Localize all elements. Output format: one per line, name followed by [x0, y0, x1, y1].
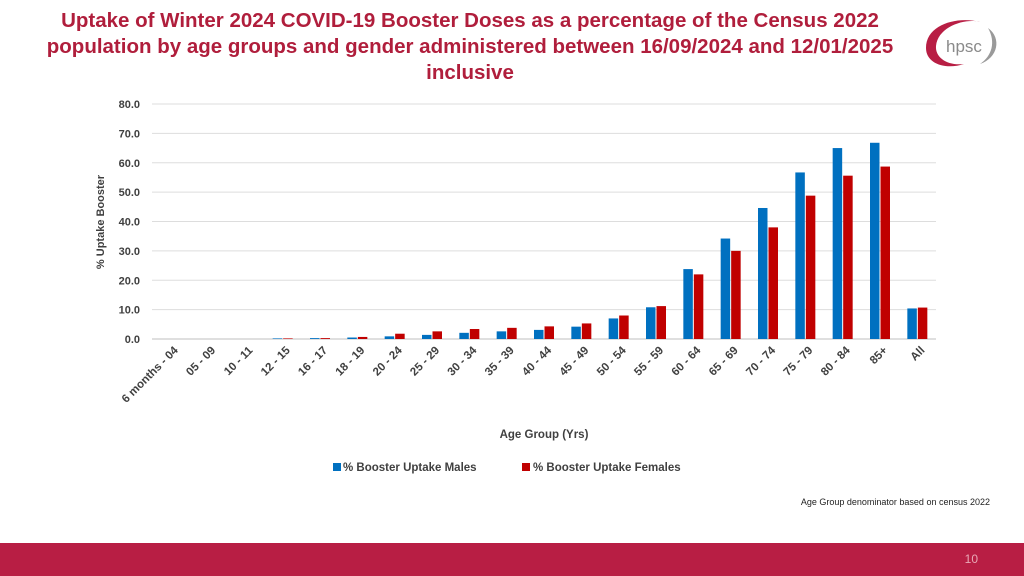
bar-males-17	[795, 172, 805, 339]
x-tick-label: 18 - 19	[334, 345, 368, 379]
bar-females-13	[656, 306, 666, 339]
bar-males-16	[758, 207, 768, 339]
x-tick-label: 55 - 59	[632, 345, 666, 379]
bar-females-7	[432, 331, 442, 339]
bar-males-5	[347, 337, 357, 339]
bar-females-8	[469, 329, 480, 339]
bar-males-11	[571, 326, 581, 339]
bar-males-3	[272, 338, 283, 339]
hpsc-logo: hpsc	[926, 20, 997, 67]
bar-males-20	[907, 308, 917, 339]
bar-males-10	[534, 329, 544, 339]
bar-females-6	[395, 333, 405, 339]
bar-males-19	[870, 142, 880, 339]
bar-females-17	[805, 195, 816, 339]
gridlines	[152, 103, 936, 340]
x-tick-label: 30 - 34	[446, 344, 480, 378]
y-tick-label: 10.0	[119, 305, 140, 317]
footnote: Age Group denominator based on census 20…	[800, 497, 990, 507]
x-tick-label: 16 - 17	[296, 345, 330, 379]
bar-males-12	[608, 318, 619, 339]
bar-females-19	[880, 166, 890, 339]
x-axis-label: Age Group (Yrs)	[500, 429, 589, 441]
bar-females-9	[507, 327, 517, 339]
bar-females-5	[357, 336, 368, 339]
x-tick-label: 45 - 49	[558, 345, 592, 379]
y-tick-label: 0.0	[125, 334, 140, 346]
legend: % Booster Uptake Males % Booster Uptake …	[333, 462, 681, 474]
legend-label-females: % Booster Uptake Females	[533, 462, 681, 474]
x-tick-label: 10 - 11	[222, 344, 256, 378]
bar-males-7	[422, 334, 432, 339]
y-tick-label: 30.0	[119, 246, 140, 258]
x-tick-label: 75 - 79	[782, 345, 816, 379]
y-tick-label: 70.0	[119, 128, 140, 140]
bar-females-11	[581, 323, 592, 339]
logo-swoosh	[926, 20, 980, 67]
x-tick-label: 60 - 64	[670, 344, 704, 378]
bar-females-10	[544, 326, 554, 339]
bar-females-12	[619, 315, 629, 339]
y-tick-label: 20.0	[119, 275, 140, 287]
bar-chart: 0.0 10.0 20.0 30.0 40.0 50.0 60.0 70.0 80.0 6 mo…	[95, 99, 936, 474]
y-axis-ticks: 0.0 10.0 20.0 30.0 40.0 50.0 60.0 70.0 80.0	[119, 99, 140, 346]
x-tick-label: 65 - 69	[707, 345, 741, 379]
y-tick-label: 80.0	[119, 99, 140, 111]
x-tick-label: 05 - 09	[184, 345, 218, 379]
page-number: 10	[964, 552, 978, 566]
bar-males-14	[683, 269, 693, 339]
y-axis-label: % Uptake Booster	[95, 174, 107, 269]
legend-label-males: % Booster Uptake Males	[343, 462, 477, 474]
bars	[272, 142, 928, 339]
y-tick-label: 60.0	[119, 158, 140, 170]
bar-females-15	[731, 250, 741, 339]
x-tick-label: 25 - 29	[408, 345, 442, 379]
x-tick-label: 85+	[868, 344, 890, 366]
footer-bar: 10	[0, 543, 1024, 576]
x-tick-label: 20 - 24	[371, 344, 405, 378]
x-tick-label: 6 months - 04	[120, 344, 181, 405]
bar-males-8	[459, 332, 469, 339]
bar-males-9	[496, 331, 507, 339]
bar-males-18	[832, 148, 843, 339]
bar-females-18	[843, 175, 853, 339]
legend-swatch-females	[522, 463, 530, 471]
bar-males-13	[646, 307, 656, 339]
bar-females-4	[320, 338, 330, 339]
y-tick-label: 50.0	[119, 187, 140, 199]
x-axis-ticks: 6 months - 04 05 - 09 10 - 11 12 - 15 16 - 1…	[120, 344, 928, 405]
y-tick-label: 40.0	[119, 217, 140, 229]
chart-title: Uptake of Winter 2024 COVID-19 Booster D…	[46, 9, 894, 84]
bar-males-15	[720, 238, 731, 339]
bar-males-4	[310, 338, 320, 339]
x-tick-label: 50 - 54	[595, 344, 629, 378]
bar-females-3	[283, 338, 293, 339]
x-tick-label: 80 - 84	[819, 344, 853, 378]
logo-swoosh-right	[980, 28, 997, 64]
x-tick-label: All	[909, 345, 928, 364]
bar-males-6	[384, 336, 395, 339]
x-tick-label: 12 - 15	[259, 344, 293, 378]
x-tick-label: 40 - 44	[520, 344, 554, 378]
bar-females-16	[768, 227, 778, 339]
bar-females-14	[693, 274, 704, 339]
x-tick-label: 35 - 39	[483, 345, 517, 379]
bar-females-20	[917, 307, 928, 339]
x-tick-label: 70 - 74	[744, 344, 778, 378]
logo-text: hpsc	[946, 37, 982, 56]
legend-swatch-males	[333, 463, 341, 471]
